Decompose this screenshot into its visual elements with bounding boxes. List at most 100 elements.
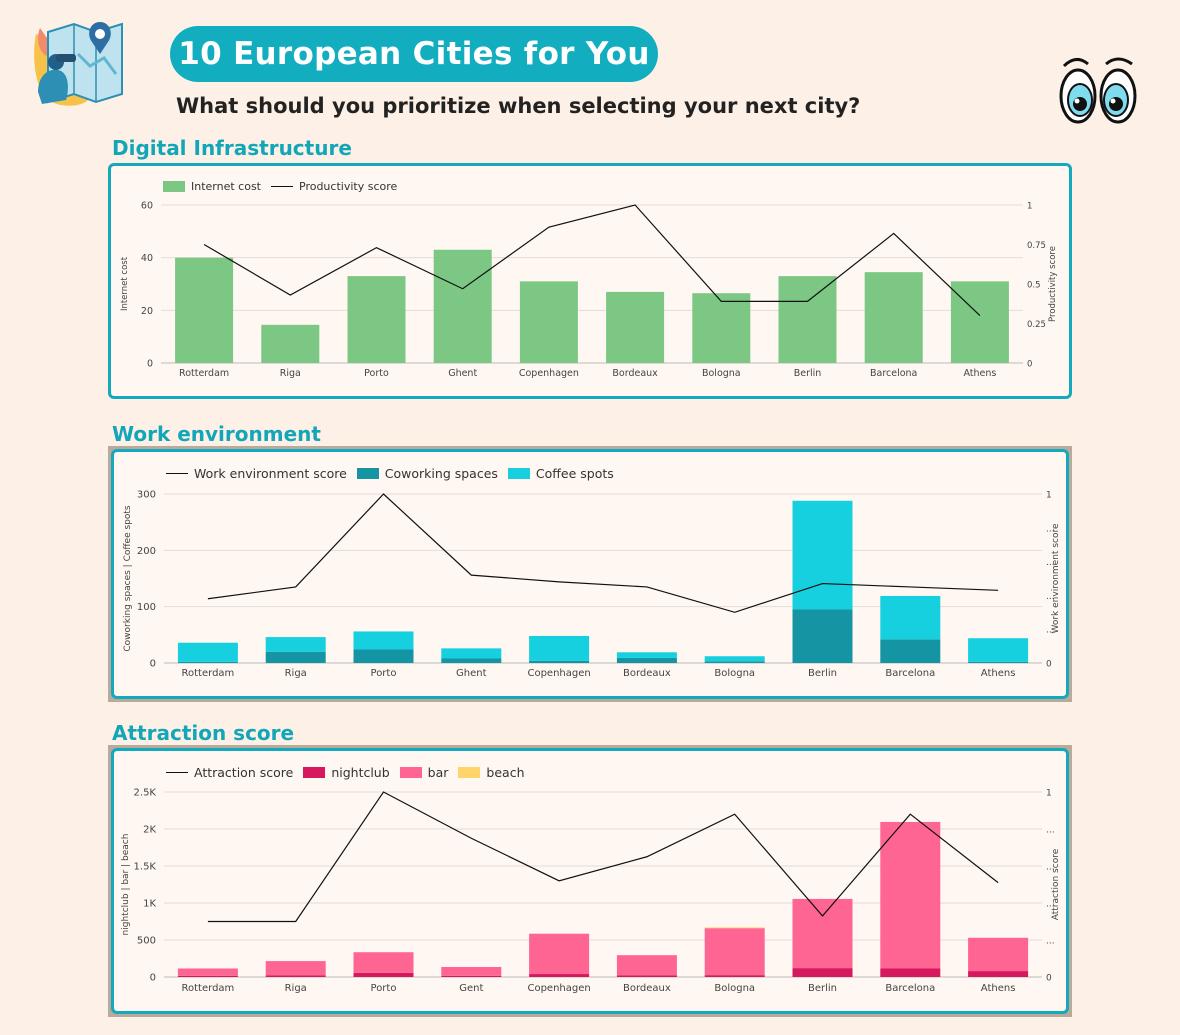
bar-bar [529, 933, 590, 975]
y2-tick-label: 1 [1046, 789, 1052, 799]
x-tick-label: Athens [963, 368, 996, 379]
x-tick-label: Bologna [702, 368, 741, 379]
legend-item: Productivity score [271, 180, 397, 193]
y-tick-label: 2.5K [134, 788, 157, 799]
bar-nightclub [792, 968, 853, 977]
y2-tick-label: 1 [1027, 202, 1032, 212]
bar-coffee-spots [177, 642, 238, 662]
bar-coffee-spots [968, 638, 1029, 662]
x-tick-label: Ghent [456, 668, 487, 679]
chart-panel-digital: Internet cost Productivity score 0 20 40 60… [108, 163, 1072, 399]
bar-bar [616, 955, 677, 976]
bar-nightclub [880, 968, 941, 977]
bar-coworking-spaces [441, 658, 502, 663]
bar-internet-cost [692, 293, 751, 363]
bar-internet-cost [175, 257, 234, 363]
legend-item: Coworking spaces [356, 466, 498, 481]
x-tick-label: Bologna [714, 983, 755, 994]
y2-tick-label: ... [1046, 558, 1055, 568]
section-title-work: Work environment [112, 422, 321, 446]
x-tick-label: Ghent [448, 368, 477, 379]
y-tick-label: 1K [143, 899, 156, 910]
bar-bar [968, 937, 1029, 972]
page-title: 10 European Cities for You [170, 26, 658, 82]
bar-internet-cost [261, 324, 320, 363]
bar-coworking-spaces [177, 661, 238, 663]
bar-internet-cost [347, 276, 406, 363]
y2-tick-label: ... [1046, 592, 1055, 602]
y-tick-label: 1.5K [134, 862, 157, 873]
legend-item: Attraction score [166, 765, 293, 780]
y2-tick-label: ... [1046, 937, 1055, 947]
bar-internet-cost [433, 249, 492, 363]
x-tick-label: Porto [371, 668, 397, 679]
bar-coworking-spaces [616, 657, 677, 663]
section-title-digital: Digital Infrastructure [112, 136, 352, 160]
legend-item: Coffee spots [507, 466, 614, 481]
chart-legend: Internet cost Productivity score [163, 180, 407, 193]
x-tick-label: Berlin [794, 368, 822, 379]
map-traveler-icon [30, 14, 130, 112]
x-tick-label: Rotterdam [182, 983, 235, 994]
x-tick-label: Rotterdam [179, 368, 229, 379]
y-axis-title: nightclub | bar | beach [121, 834, 131, 936]
x-tick-label: Rotterdam [182, 668, 235, 679]
x-tick-label: Bologna [714, 668, 755, 679]
bar-coffee-spots [353, 631, 414, 650]
y2-tick-label: 0 [1046, 660, 1052, 670]
y-tick-label: 0 [150, 973, 156, 984]
y-tick-label: 2K [143, 825, 156, 836]
cartoon-eyes-icon [1058, 52, 1140, 130]
y2-tick-label: ... [1046, 863, 1055, 873]
bar-coffee-spots [880, 595, 941, 640]
x-tick-label: Porto [364, 368, 389, 379]
y2-axis-title: Attraction score [1051, 848, 1061, 920]
y-axis-title: Coworking spaces | Coffee spots [123, 505, 133, 652]
x-tick-label: Riga [280, 368, 301, 379]
bar-coworking-spaces [529, 660, 590, 663]
x-tick-label: Bordeaux [623, 668, 671, 679]
bar-nightclub [265, 975, 326, 977]
bar-coffee-spots [616, 652, 677, 658]
y2-axis-title: Work environment score [1051, 523, 1061, 633]
y-tick-label: 300 [137, 490, 156, 501]
x-tick-label: Copenhagen [519, 368, 579, 379]
x-tick-label: Riga [285, 668, 307, 679]
bar-bar [441, 967, 502, 976]
chart-legend: Work environment score Coworking spaces … [166, 466, 624, 481]
x-tick-label: Athens [981, 983, 1016, 994]
legend-item: Work environment score [166, 466, 347, 481]
x-tick-label: Bordeaux [612, 368, 658, 379]
y-tick-label: 500 [137, 936, 156, 947]
y2-tick-label: 1 [1046, 491, 1052, 501]
bar-beach [704, 927, 765, 929]
bar-nightclub [441, 975, 502, 977]
x-tick-label: Gent [459, 983, 483, 994]
bar-internet-cost [519, 281, 578, 363]
x-tick-label: Barcelona [870, 368, 917, 379]
bar-internet-cost [950, 281, 1009, 363]
legend-item: beach [458, 765, 525, 780]
bar-bar [792, 898, 853, 969]
chart-digital-infrastructure: 0 20 40 60 0 0.25 0.5 0.75 1 Internet cost Product… [120, 201, 1058, 380]
x-tick-label: Porto [371, 983, 397, 994]
bar-bar [880, 821, 941, 969]
y2-tick-label: ... [1046, 826, 1055, 836]
bar-nightclub [704, 975, 765, 977]
chart-legend: Attraction score nightclub bar beach [166, 765, 535, 780]
x-tick-label: Barcelona [885, 668, 935, 679]
bar-coworking-spaces [704, 661, 765, 663]
y2-tick-label: 0 [1046, 974, 1052, 984]
chart-work-environment: 0 100 200 300 0............ 1 Coworking spaces… [123, 490, 1061, 680]
bar-bar [353, 952, 414, 973]
bar-coworking-spaces [792, 609, 853, 663]
line-attraction-score [207, 791, 999, 923]
x-tick-label: Athens [981, 668, 1016, 679]
y-tick-label: 200 [137, 546, 156, 557]
bar-nightclub [968, 971, 1029, 977]
line-work-environment-score [207, 493, 999, 613]
y2-tick-label: 0 [1027, 360, 1032, 370]
y-axis-title: Internet cost [120, 256, 130, 311]
y-tick-label: 0 [147, 359, 153, 370]
bar-coffee-spots [441, 648, 502, 659]
